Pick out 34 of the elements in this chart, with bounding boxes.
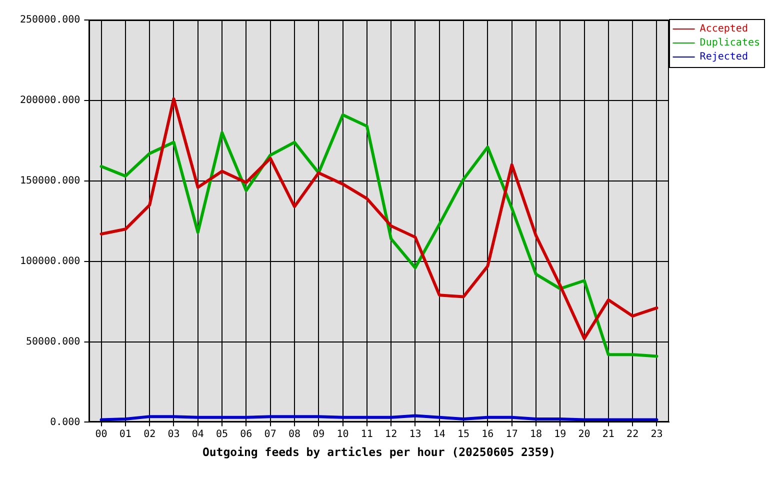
x-tick-label: 17 (506, 428, 518, 440)
x-tick-label: 10 (336, 428, 349, 440)
x-tick-label: 12 (385, 428, 398, 440)
x-tick-label: 03 (168, 428, 180, 440)
x-tick-label: 02 (144, 428, 156, 440)
x-tick-label: 05 (216, 428, 228, 440)
x-tick-label: 09 (312, 428, 325, 440)
x-tick-label: 23 (650, 428, 663, 440)
x-tick-label: 01 (119, 428, 132, 440)
y-tick-label: 0.000 (50, 416, 80, 428)
x-tick-label: 14 (433, 428, 446, 440)
x-tick-label: 22 (626, 428, 639, 440)
y-tick-label: 250000.000 (20, 14, 80, 26)
x-tick-label: 08 (288, 428, 300, 440)
legend-label: Accepted (700, 24, 748, 35)
x-tick-label: 13 (409, 428, 422, 440)
x-tick-label: 20 (578, 428, 590, 440)
y-tick-label: 50000.000 (26, 336, 80, 348)
x-tick-label: 15 (458, 428, 470, 440)
y-tick-label: 150000.000 (20, 175, 80, 186)
x-tick-label: 06 (240, 428, 252, 440)
x-tick-label: 07 (264, 428, 276, 440)
legend-label: Rejected (700, 52, 748, 63)
legend-label: Duplicates (700, 38, 760, 49)
x-axis-title: Outgoing feeds by articles per hour (20250605 2359) (202, 445, 556, 460)
y-tick-label: 200000.000 (20, 95, 80, 106)
x-tick-label: 00 (95, 428, 108, 440)
x-tick-label: 18 (530, 428, 542, 440)
x-tick-label: 04 (192, 428, 204, 440)
x-tick-label: 19 (554, 428, 566, 440)
y-tick-label: 100000.000 (20, 256, 80, 267)
x-tick-label: 21 (602, 428, 614, 440)
x-tick-label: 11 (360, 428, 373, 440)
x-tick-label: 16 (482, 428, 494, 440)
